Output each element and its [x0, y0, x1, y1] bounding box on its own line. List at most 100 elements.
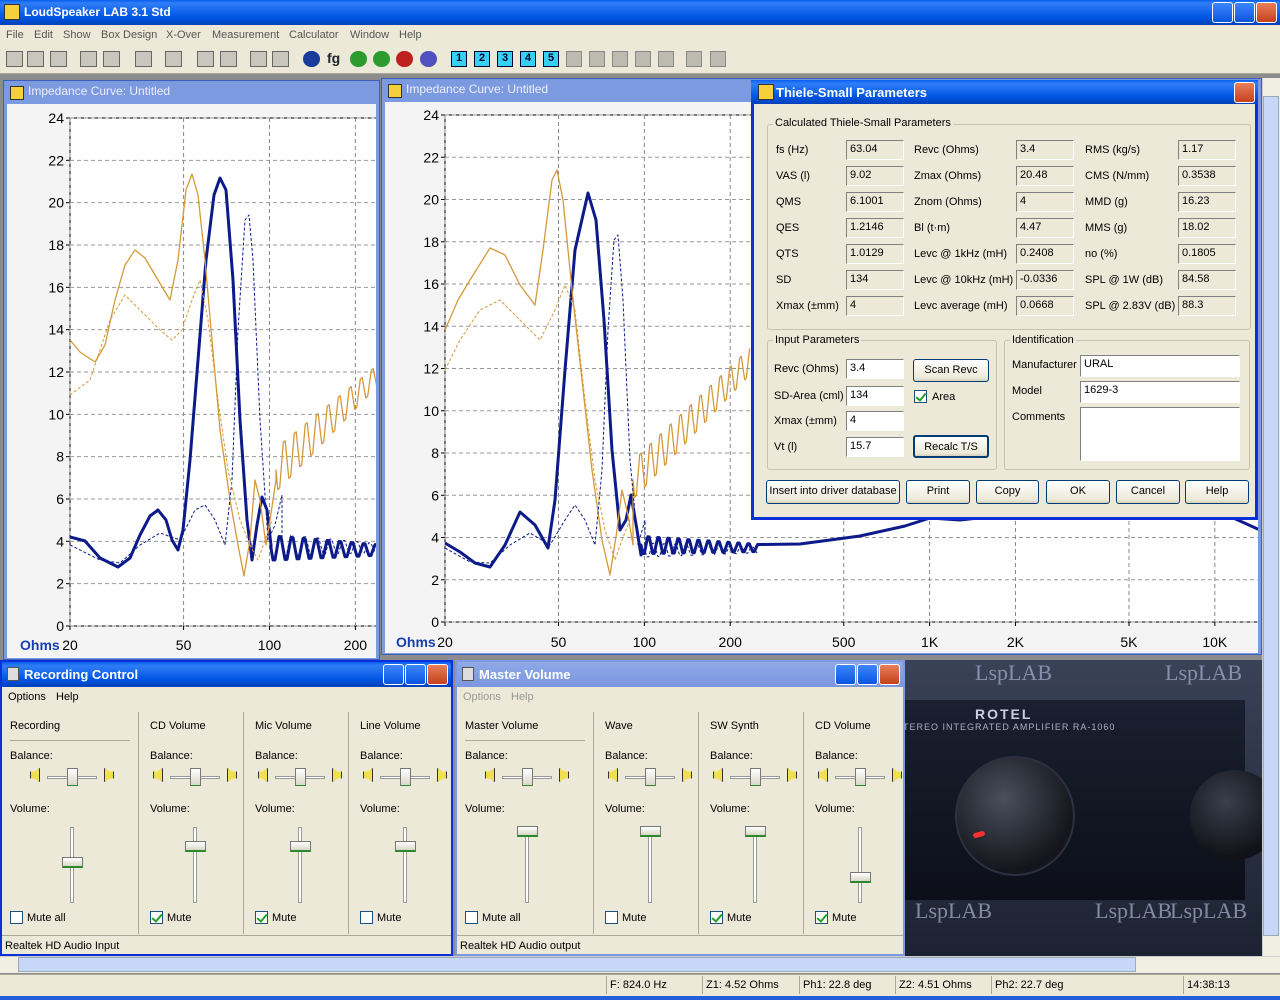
- param-value: 0.2408: [1016, 244, 1074, 264]
- toolbar-button[interactable]: 1: [451, 51, 467, 67]
- dialog-button[interactable]: Print: [906, 480, 970, 504]
- menu-item[interactable]: Help: [56, 691, 79, 703]
- volume-slider[interactable]: [745, 826, 766, 837]
- id-field[interactable]: 1629-3: [1080, 381, 1240, 403]
- input-field[interactable]: 15.7: [846, 437, 904, 457]
- toolbar-icon[interactable]: [350, 51, 367, 67]
- toolbar-icon[interactable]: [658, 51, 674, 67]
- toolbar-icon[interactable]: [135, 51, 152, 67]
- toolbar-button[interactable]: 2: [474, 51, 490, 67]
- balance-slider[interactable]: [750, 768, 761, 786]
- menu-item[interactable]: Options: [463, 691, 501, 703]
- menu-item[interactable]: Calculator: [289, 29, 339, 41]
- toolbar-icon[interactable]: [80, 51, 97, 67]
- toolbar-icon[interactable]: [420, 51, 437, 67]
- toolbar-icon[interactable]: [165, 51, 182, 67]
- mute-checkbox[interactable]: [465, 911, 478, 924]
- area-checkbox[interactable]: [914, 390, 927, 403]
- toolbar-icon[interactable]: [373, 51, 390, 67]
- input-field[interactable]: 3.4: [846, 359, 904, 379]
- volume-slider[interactable]: [850, 872, 871, 883]
- dialog-button[interactable]: OK: [1046, 480, 1110, 504]
- balance-slider[interactable]: [67, 768, 78, 786]
- toolbar-icon[interactable]: [589, 51, 605, 67]
- dialog-button[interactable]: Help: [1185, 480, 1249, 504]
- maximize-button[interactable]: [857, 664, 878, 685]
- menu-item[interactable]: File: [6, 29, 24, 41]
- mute-checkbox[interactable]: [360, 911, 373, 924]
- volume-slider[interactable]: [395, 841, 416, 852]
- close-button[interactable]: [879, 664, 900, 685]
- toolbar-icon[interactable]: [272, 51, 289, 67]
- dialog-button[interactable]: Copy: [976, 480, 1039, 504]
- menu-item[interactable]: Edit: [34, 29, 53, 41]
- toolbar-icon[interactable]: [710, 51, 726, 67]
- menu-item[interactable]: Show: [63, 29, 91, 41]
- input-field[interactable]: 4: [846, 411, 904, 431]
- balance-slider[interactable]: [522, 768, 533, 786]
- menu-item[interactable]: Help: [511, 691, 534, 703]
- volume-slider[interactable]: [185, 841, 206, 852]
- group-box: [767, 124, 1251, 330]
- toolbar-button[interactable]: 5: [543, 51, 559, 67]
- balance-slider[interactable]: [400, 768, 411, 786]
- toolbar-icon[interactable]: [250, 51, 267, 67]
- scroll-thumb[interactable]: [18, 957, 1136, 972]
- scan-revc-button[interactable]: Scan Revc: [913, 359, 989, 382]
- mute-checkbox[interactable]: [10, 911, 23, 924]
- toolbar-icon[interactable]: [566, 51, 582, 67]
- toolbar-icon[interactable]: [686, 51, 702, 67]
- mute-checkbox[interactable]: [255, 911, 268, 924]
- menu-item[interactable]: X-Over: [166, 29, 201, 41]
- menu-item[interactable]: Options: [8, 691, 46, 703]
- x-tick-label: 2K: [1007, 634, 1025, 650]
- toolbar-icon[interactable]: [6, 51, 23, 67]
- input-field[interactable]: 134: [846, 386, 904, 406]
- volume-slider[interactable]: [62, 857, 83, 868]
- balance-slider[interactable]: [645, 768, 656, 786]
- mute-checkbox[interactable]: [150, 911, 163, 924]
- id-field[interactable]: URAL: [1080, 355, 1240, 377]
- toolbar-icon[interactable]: [220, 51, 237, 67]
- menu-item[interactable]: Box Design: [101, 29, 158, 41]
- menu-item[interactable]: Help: [399, 29, 422, 41]
- toolbar-icon[interactable]: [27, 51, 44, 67]
- minimize-button[interactable]: [835, 664, 856, 685]
- mute-checkbox[interactable]: [605, 911, 618, 924]
- maximize-button[interactable]: [405, 664, 426, 685]
- toolbar-icon[interactable]: [103, 51, 120, 67]
- toolbar-icon[interactable]: [303, 51, 320, 67]
- dialog-button[interactable]: Insert into driver database: [766, 480, 900, 504]
- toolbar-button[interactable]: 4: [520, 51, 536, 67]
- toolbar-icon[interactable]: [50, 51, 67, 67]
- toolbar-button[interactable]: fg: [327, 50, 341, 66]
- close-button[interactable]: [1234, 82, 1255, 103]
- volume-slider[interactable]: [517, 826, 538, 837]
- volume-slider[interactable]: [290, 841, 311, 852]
- balance-slider[interactable]: [295, 768, 306, 786]
- recalc-button[interactable]: Recalc T/S: [913, 435, 989, 458]
- volume-slider[interactable]: [640, 826, 661, 837]
- y-unit-label: Ohms: [396, 634, 436, 650]
- param-value: 16.23: [1178, 192, 1236, 212]
- toolbar-icon[interactable]: [635, 51, 651, 67]
- dialog-button[interactable]: Cancel: [1116, 480, 1180, 504]
- toolbar-icon[interactable]: [197, 51, 214, 67]
- close-button[interactable]: [427, 664, 448, 685]
- close-button[interactable]: [1256, 2, 1277, 23]
- balance-slider[interactable]: [855, 768, 866, 786]
- mute-checkbox[interactable]: [815, 911, 828, 924]
- balance-slider[interactable]: [190, 768, 201, 786]
- volume-label: Volume:: [710, 803, 750, 815]
- toolbar-icon[interactable]: [396, 51, 413, 67]
- mute-checkbox[interactable]: [710, 911, 723, 924]
- comments-field[interactable]: [1080, 407, 1240, 461]
- menu-item[interactable]: Window: [350, 29, 390, 41]
- minimize-button[interactable]: [1212, 2, 1233, 23]
- scroll-thumb[interactable]: [1263, 96, 1279, 936]
- toolbar-button[interactable]: 3: [497, 51, 513, 67]
- toolbar-icon[interactable]: [612, 51, 628, 67]
- menu-item[interactable]: Measurement: [212, 29, 280, 41]
- minimize-button[interactable]: [383, 664, 404, 685]
- maximize-button[interactable]: [1234, 2, 1255, 23]
